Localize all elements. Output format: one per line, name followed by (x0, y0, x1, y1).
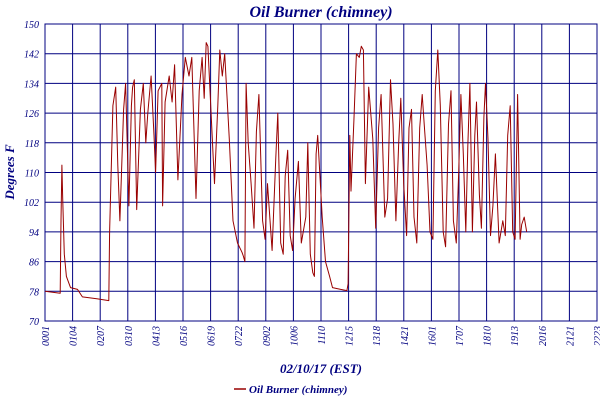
x-tick-label: 1110 (317, 326, 328, 345)
x-tick-label: 2016 (538, 326, 549, 346)
x-axis-ticks: 0001 0104 0207 0310 0413 0516 0619 0722 0902 1006… (41, 325, 600, 346)
y-tick-label: 150 (24, 20, 39, 31)
legend-label: Oil Burner (chimney) (249, 384, 347, 396)
x-tick-label: 0516 (179, 326, 190, 346)
x-tick-label: 1913 (510, 326, 521, 346)
y-axis-ticks: 70 78 86 94 102 110 118 126 134 142 150 (24, 20, 39, 328)
y-tick-label: 94 (29, 228, 39, 239)
x-tick-label: 0902 (262, 326, 273, 346)
x-tick-label: 0104 (69, 326, 80, 346)
x-tick-label: 1707 (455, 325, 466, 346)
chart-title: Oil Burner (chimney) (249, 4, 392, 21)
y-tick-label: 126 (24, 109, 39, 120)
y-tick-label: 110 (25, 169, 39, 180)
x-tick-label: 0310 (124, 326, 135, 346)
y-axis-label: Degrees F (2, 144, 17, 201)
x-tick-label: 0722 (234, 326, 245, 346)
y-tick-label: 118 (25, 139, 39, 150)
x-tick-label: 0207 (96, 325, 107, 346)
y-tick-label: 78 (29, 287, 39, 298)
x-tick-label: 2223 (593, 326, 600, 346)
series-layer (44, 42, 528, 302)
legend: Oil Burner (chimney) (234, 384, 347, 396)
x-tick-label: 1006 (289, 326, 300, 346)
x-tick-label: 1810 (483, 326, 494, 346)
y-tick-label: 142 (24, 50, 39, 61)
x-tick-label: 0001 (41, 326, 52, 346)
y-tick-label: 70 (29, 317, 39, 328)
x-tick-label: 1421 (400, 326, 411, 346)
x-tick-label: 2121 (565, 326, 576, 346)
x-tick-label: 1601 (427, 326, 438, 346)
x-axis-label: 02/10/17 (EST) (280, 361, 362, 376)
series-line-oil-burner (44, 42, 528, 302)
y-tick-label: 86 (29, 258, 39, 269)
y-tick-label: 102 (24, 198, 39, 209)
x-tick-label: 1318 (372, 326, 383, 346)
x-tick-label: 0413 (151, 326, 162, 346)
x-tick-label: 0619 (207, 326, 218, 346)
plot-frame (44, 23, 598, 322)
x-tick-label: 1215 (345, 326, 356, 346)
y-tick-label: 134 (24, 79, 39, 90)
